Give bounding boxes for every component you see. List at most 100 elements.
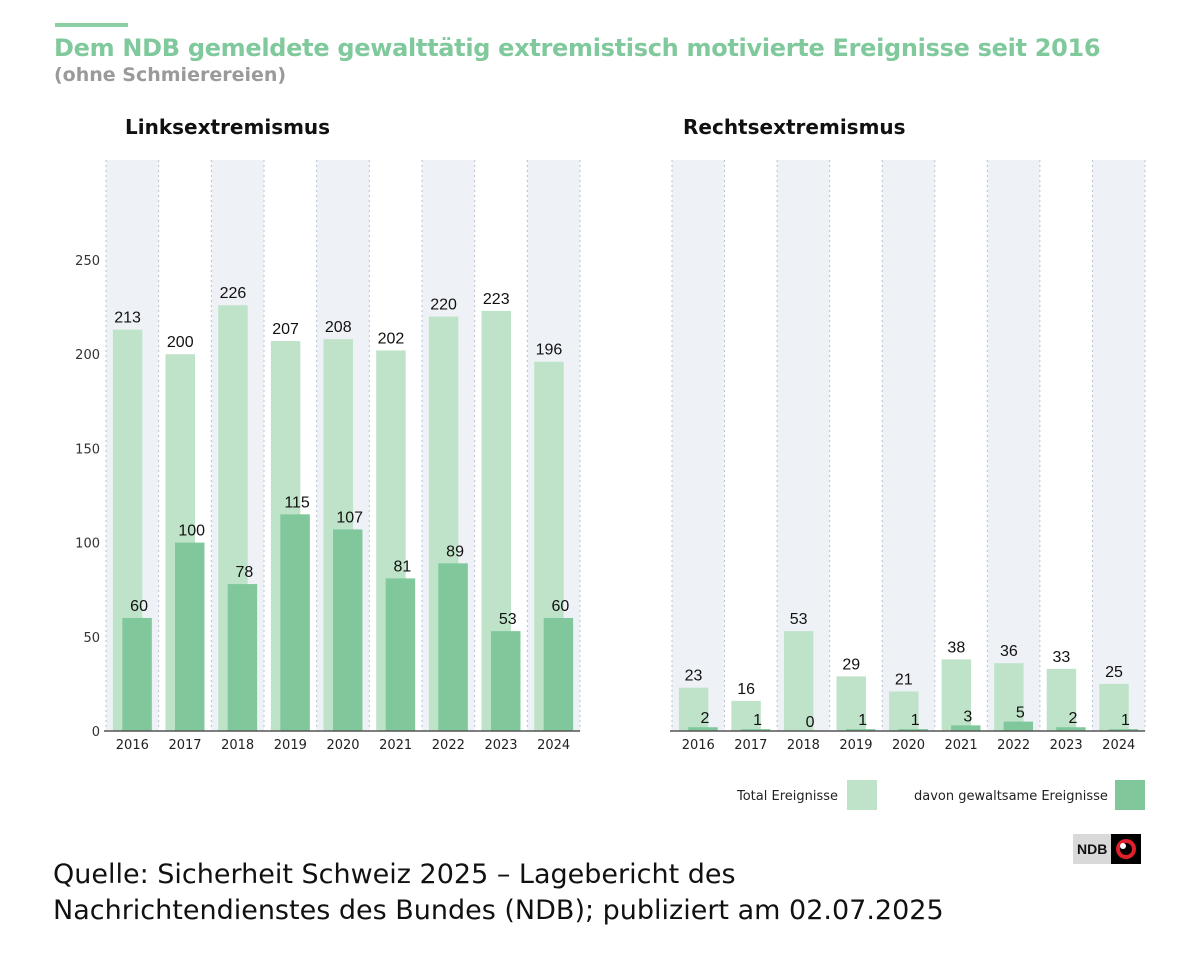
bar-violent	[543, 617, 574, 731]
eye-icon	[1111, 834, 1142, 864]
x-tick-label: 2016	[682, 738, 715, 753]
bar-violent	[122, 617, 152, 731]
x-tick-label: 2024	[1102, 738, 1135, 753]
legend-violent-label: davon gewaltsame Ereignisse	[914, 789, 1108, 804]
y-tick-label: 200	[75, 348, 100, 363]
data-label-violent: 53	[499, 611, 517, 628]
bar-violent	[740, 729, 771, 731]
data-label-violent: 1	[753, 712, 762, 729]
y-tick-label: 150	[75, 442, 100, 457]
source-note: Quelle: Sicherheit Schweiz 2025 – Lagebe…	[53, 857, 944, 929]
data-label-violent: 5	[1016, 705, 1025, 722]
data-label-violent: 100	[178, 523, 205, 540]
column-shade	[882, 160, 935, 731]
bar-violent	[227, 584, 258, 731]
bar-violent	[951, 725, 981, 731]
x-tick-label: 2017	[734, 738, 767, 753]
source-line-2: Nachrichtendienstes des Bundes (NDB); pu…	[53, 895, 944, 926]
data-label-total: 223	[483, 291, 510, 308]
data-label-violent: 89	[446, 543, 464, 560]
bar-violent	[174, 542, 205, 731]
logo-text: NDB	[1073, 834, 1112, 864]
legend-total-swatch	[847, 780, 877, 810]
data-label-violent: 107	[336, 509, 363, 526]
page-title: Dem NDB gemeldete gewalttätig extremisti…	[54, 34, 1101, 62]
bar-violent	[438, 563, 468, 731]
column-shade	[987, 160, 1040, 731]
data-label-violent: 78	[236, 564, 254, 581]
bar-total	[889, 691, 919, 731]
data-label-total: 38	[947, 639, 965, 656]
x-tick-label: 2020	[326, 738, 359, 753]
x-tick-label: 2018	[221, 738, 254, 753]
data-label-violent: 115	[284, 494, 310, 511]
x-tick-label: 2019	[839, 738, 872, 753]
data-label-total: 25	[1105, 664, 1123, 681]
bar-violent	[385, 578, 416, 731]
chart-title-left: Linksextremismus	[125, 115, 331, 139]
x-tick-label: 2021	[379, 738, 412, 753]
bar-total	[1046, 668, 1077, 731]
page-subtitle: (ohne Schmierereien)	[54, 64, 287, 86]
data-label-total: 200	[167, 334, 194, 351]
bar-violent	[332, 529, 363, 731]
bar-total	[783, 631, 814, 731]
bar-total	[941, 659, 972, 731]
data-label-violent: 3	[963, 708, 972, 725]
data-label-total: 207	[272, 321, 299, 338]
column-shade	[672, 160, 725, 731]
data-label-violent: 0	[806, 714, 815, 731]
y-tick-label: 250	[75, 254, 100, 269]
x-tick-label: 2024	[537, 738, 570, 753]
data-label-total: 23	[685, 668, 703, 685]
data-label-total: 208	[325, 319, 352, 336]
data-label-total: 53	[790, 611, 808, 628]
legend-total-label: Total Ereignisse	[737, 789, 839, 804]
bar-violent	[1108, 729, 1139, 731]
x-tick-label: 2023	[484, 738, 517, 753]
data-label-total: 213	[114, 310, 141, 327]
data-label-total: 202	[378, 330, 405, 347]
bar-violent	[280, 514, 310, 731]
y-tick-label: 100	[75, 537, 100, 552]
x-tick-label: 2019	[274, 738, 307, 753]
x-tick-label: 2017	[168, 738, 201, 753]
bar-violent	[688, 727, 718, 731]
x-tick-label: 2023	[1050, 738, 1083, 753]
bar-violent	[1056, 727, 1086, 731]
chart-title-right: Rechtsextremismus	[683, 115, 906, 139]
bar-violent	[1003, 721, 1034, 731]
data-label-violent: 1	[911, 712, 920, 729]
bar-violent	[490, 631, 521, 731]
bar-violent	[898, 729, 928, 731]
data-label-total: 36	[1000, 643, 1018, 660]
data-label-violent: 60	[130, 598, 148, 615]
data-label-violent: 1	[1121, 712, 1130, 729]
x-tick-label: 2022	[997, 738, 1030, 753]
data-label-total: 220	[430, 297, 457, 314]
bar-violent	[845, 729, 876, 731]
x-tick-label: 2018	[787, 738, 820, 753]
bar-total	[678, 687, 709, 731]
bar-total	[836, 676, 866, 731]
x-tick-label: 2022	[432, 738, 465, 753]
data-label-violent: 81	[394, 558, 412, 575]
bar-total	[994, 663, 1024, 731]
data-label-violent: 60	[552, 598, 570, 615]
title-accent-line	[55, 23, 128, 27]
data-label-total: 196	[536, 342, 563, 359]
ndb-logo: NDB	[1073, 834, 1142, 864]
data-label-total: 21	[895, 671, 913, 688]
y-tick-label: 0	[92, 725, 100, 740]
data-label-violent: 2	[1068, 710, 1077, 727]
bar-total	[1099, 683, 1129, 731]
source-line-1: Quelle: Sicherheit Schweiz 2025 – Lagebe…	[53, 859, 736, 890]
data-label-total: 29	[842, 656, 860, 673]
bar-total	[731, 700, 761, 731]
column-shade	[1092, 160, 1145, 731]
data-label-total: 33	[1053, 649, 1071, 666]
x-tick-label: 2016	[116, 738, 149, 753]
x-tick-label: 2021	[945, 738, 978, 753]
data-label-total: 16	[737, 681, 755, 698]
